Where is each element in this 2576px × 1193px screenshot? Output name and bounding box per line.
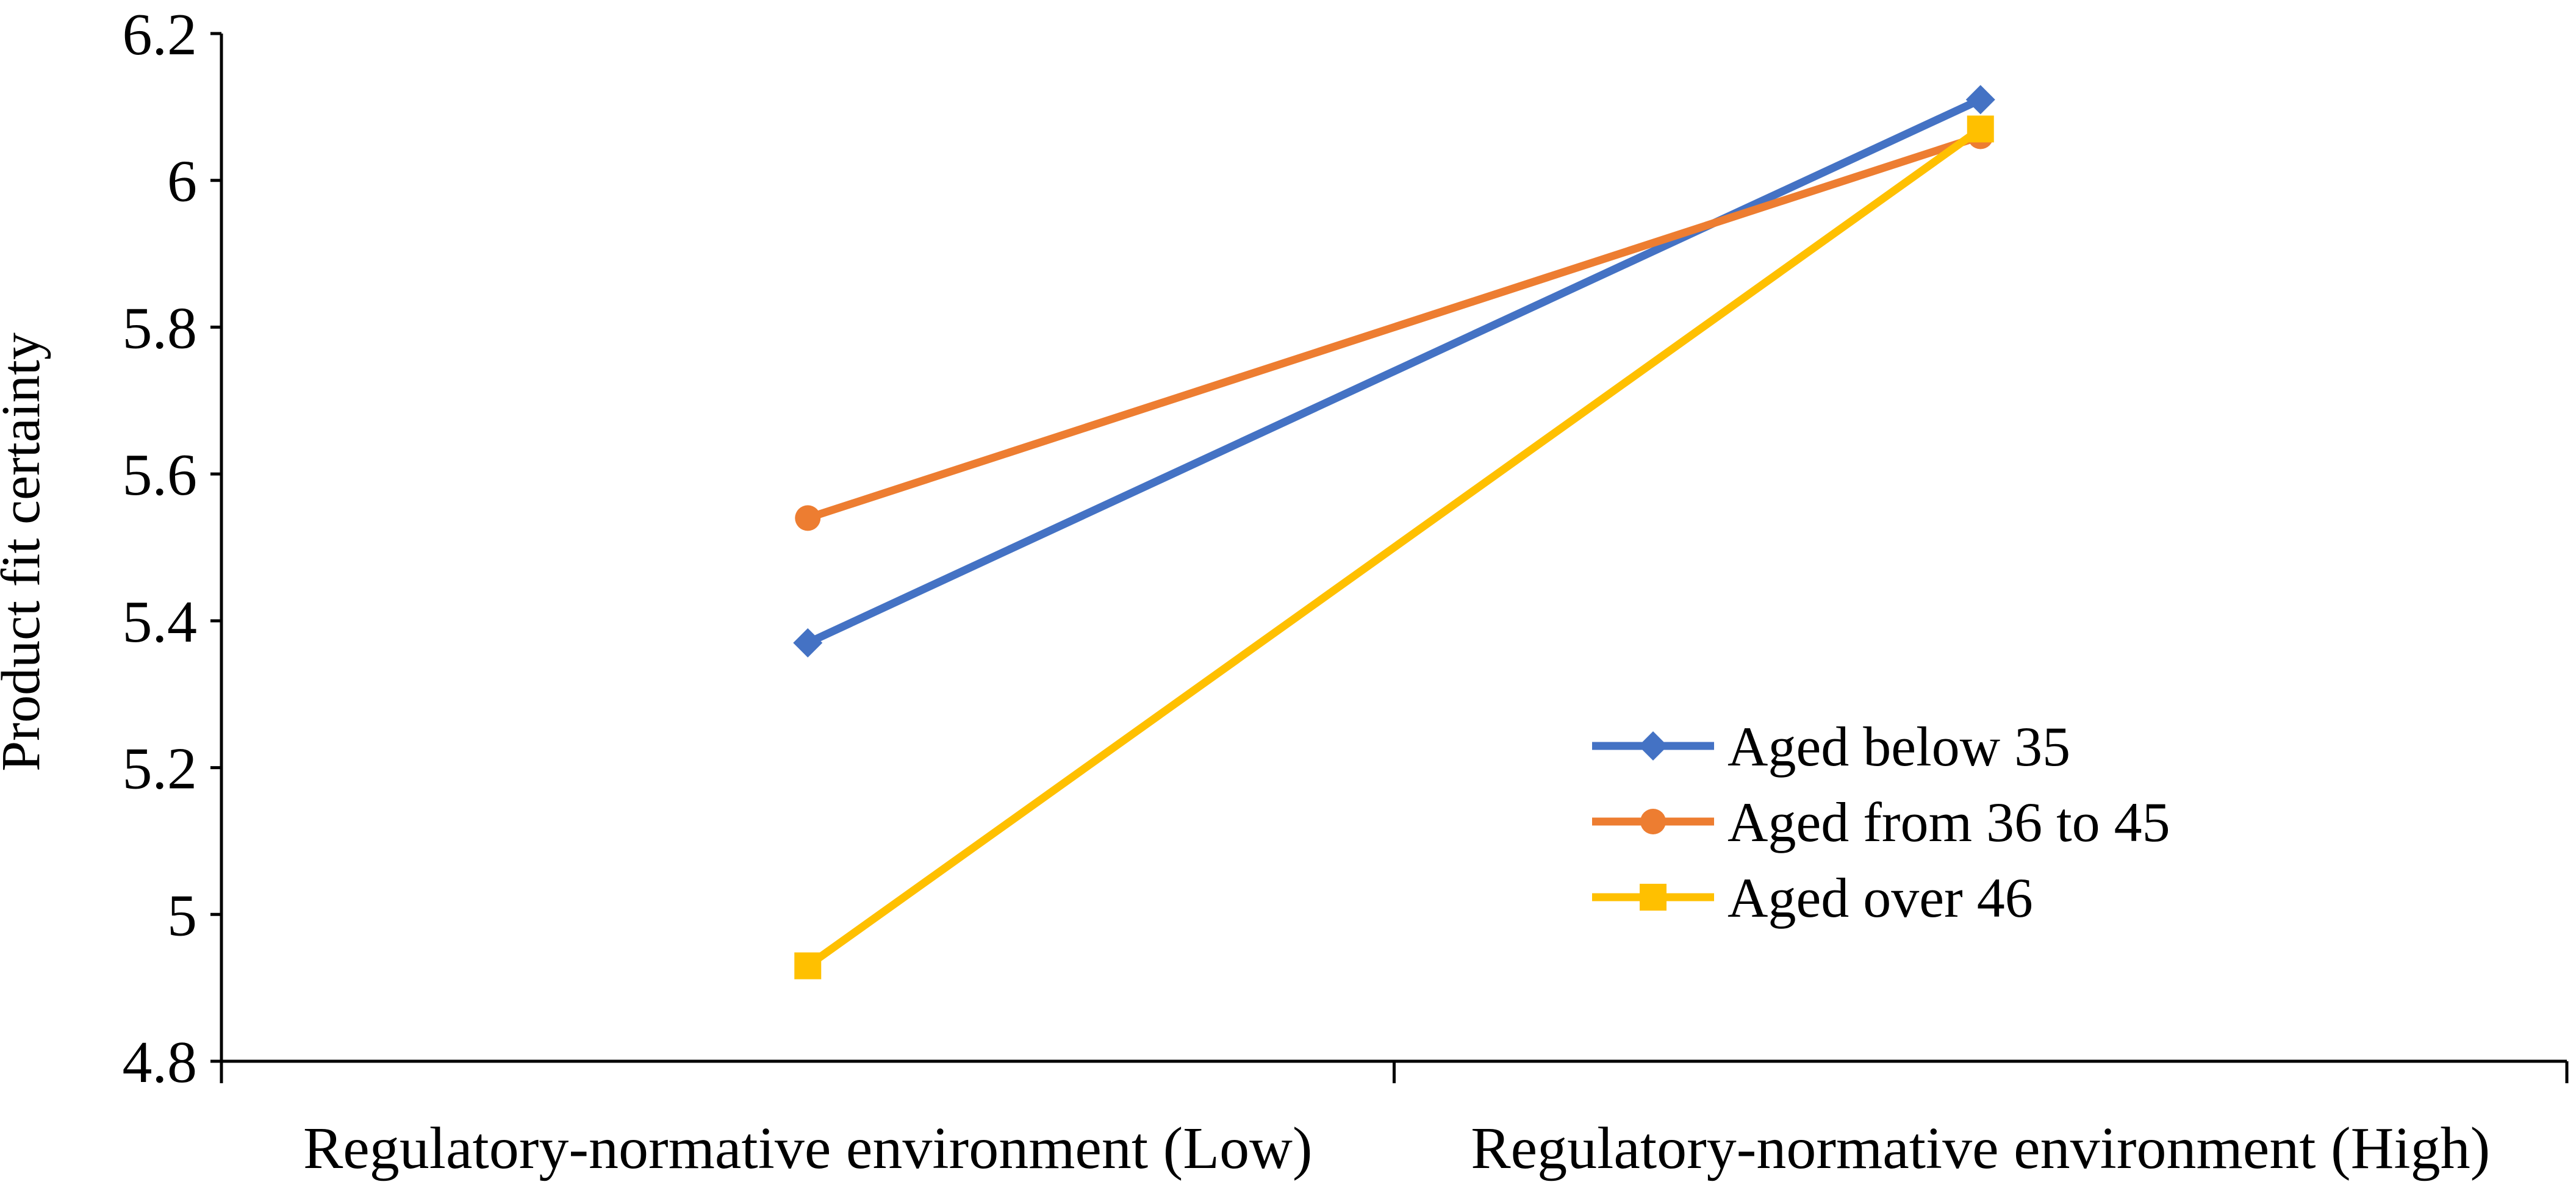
y-tick-label: 6	[167, 149, 197, 215]
y-axis: 4.8 5 5.2 5.4 5.6 5.8 6 6.2	[123, 2, 223, 1095]
series-3	[794, 115, 1994, 980]
y-tick-label: 5.2	[123, 736, 198, 802]
y-tick-label: 5.6	[123, 442, 198, 508]
legend-label: Aged below 35	[1727, 715, 2070, 778]
square-marker	[1640, 884, 1667, 911]
x-category-label: Regulatory-normative environment (High)	[1471, 1116, 2490, 1181]
y-tick-label: 5.4	[123, 589, 198, 655]
series-layer	[793, 85, 1995, 980]
y-tick-label: 6.2	[123, 2, 198, 68]
series-line	[803, 132, 1985, 522]
diamond-marker	[1965, 85, 1995, 115]
legend-item: Aged below 35	[1592, 715, 2070, 778]
square-marker	[794, 952, 822, 980]
legend: Aged below 35 Aged from 36 to 45 Aged over…	[1592, 715, 2170, 929]
diamond-marker	[793, 628, 823, 657]
legend-label: Aged from 36 to 45	[1727, 791, 2170, 853]
circle-marker	[1640, 809, 1666, 834]
series-line	[803, 95, 1985, 647]
series-1	[793, 85, 1995, 657]
legend-label: Aged over 46	[1727, 867, 2033, 929]
legend-item: Aged over 46	[1592, 867, 2033, 929]
x-axis: Regulatory-normative environment (Low) Re…	[220, 1059, 2569, 1181]
legend-item: Aged from 36 to 45	[1592, 791, 2170, 853]
y-tick-label: 5.8	[123, 295, 198, 361]
y-axis-title: Product fit certainty	[0, 332, 51, 772]
y-tick-label: 5	[167, 883, 197, 948]
y-tick-label: 4.8	[123, 1030, 198, 1095]
series-2	[795, 123, 1993, 531]
x-category-label: Regulatory-normative environment (Low)	[303, 1116, 1313, 1181]
diamond-marker	[1638, 731, 1668, 761]
circle-marker	[795, 505, 821, 531]
square-marker	[1967, 115, 1994, 143]
series-line	[803, 124, 1985, 970]
